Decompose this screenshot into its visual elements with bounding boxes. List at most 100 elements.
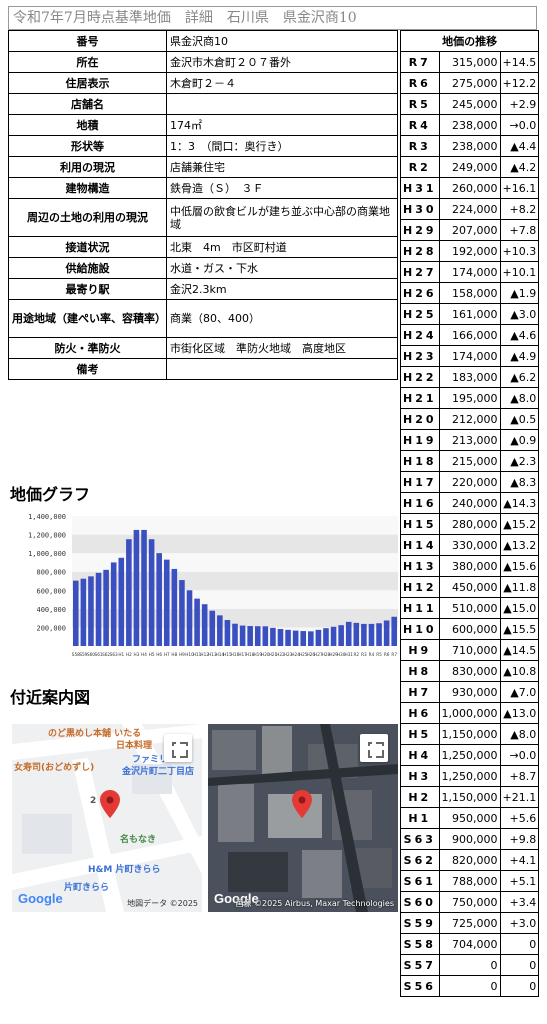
history-change: +16.1 <box>499 177 540 199</box>
street-map[interactable]: のど黒めし本舗 いたる 日本料理 女寿司(おどめずし) ファミリー 金沢片町二丁… <box>12 724 202 912</box>
history-change: 0 <box>499 933 540 955</box>
x-tick-label: R3 <box>361 652 367 657</box>
history-price: 224,000 <box>438 198 501 220</box>
detail-row: 供給施設 水道・ガス・下水 <box>8 257 398 279</box>
history-row: H23 174,000 ▲4.9 <box>400 345 540 367</box>
history-price: 750,000 <box>438 891 501 913</box>
history-row: H21 195,000 ▲8.0 <box>400 387 540 409</box>
x-tick-label: H18 <box>246 652 255 657</box>
history-price: 158,000 <box>438 282 501 304</box>
x-tick-label: R4 <box>369 652 375 657</box>
history-price: 450,000 <box>438 576 501 598</box>
chart-bar <box>73 580 79 646</box>
history-price: 195,000 <box>438 387 501 409</box>
history-row: H7 930,000 ▲7.0 <box>400 681 540 703</box>
chart-bar <box>103 569 109 646</box>
history-era: H18 <box>400 450 440 472</box>
history-era: S60 <box>400 891 440 913</box>
history-row: H3 1,250,000 +8.7 <box>400 765 540 787</box>
history-row: H2 1,150,000 +21.1 <box>400 786 540 808</box>
detail-row: 最寄り駅 金沢2.3km <box>8 278 398 300</box>
detail-value: 中低層の飲食ビルが建ち並ぶ中心部の商業地域 <box>166 198 398 237</box>
history-row: H12 450,000 ▲11.8 <box>400 576 540 598</box>
history-era: S57 <box>400 954 440 976</box>
history-change: ▲15.6 <box>499 555 540 577</box>
history-price: 213,000 <box>438 429 501 451</box>
page-title: 令和7年7月時点基準地価 詳細 石川県 県金沢商10 <box>8 6 537 30</box>
detail-value: 店舗兼住宅 <box>166 156 398 178</box>
detail-row: 番号 県金沢商10 <box>8 30 398 52</box>
history-price: 207,000 <box>438 219 501 241</box>
x-tick-label: H11 <box>193 652 202 657</box>
history-price: 249,000 <box>438 156 501 178</box>
history-change: +12.2 <box>499 72 540 94</box>
history-price: 212,000 <box>438 408 501 430</box>
history-era: H15 <box>400 513 440 535</box>
history-row: H17 220,000 ▲8.3 <box>400 471 540 493</box>
x-tick-label: S61 <box>95 652 103 657</box>
graph-heading: 地価グラフ <box>10 485 91 504</box>
y-tick-label: 400,000 <box>36 606 66 614</box>
chart-bar <box>391 616 397 646</box>
chart-bar <box>95 572 102 646</box>
fullscreen-icon[interactable] <box>164 734 192 762</box>
chart-bar <box>186 590 193 646</box>
map-label-shop: のど黒めし本舗 いたる <box>48 729 142 739</box>
history-era: H4 <box>400 744 440 766</box>
x-tick-label: H24 <box>291 652 300 657</box>
chart-bar <box>292 630 299 646</box>
history-era: R5 <box>400 93 440 115</box>
x-tick-label: H8 <box>171 652 177 657</box>
x-tick-label: H4 <box>141 652 147 657</box>
price-history-table: 地価の推移 R7 315,000 +14.5 R6 275,000 +12.2 R5 245,… <box>399 30 540 997</box>
history-row: R4 238,000 →0.0 <box>400 114 540 136</box>
history-change: ▲3.0 <box>499 303 540 325</box>
x-tick-label: H16 <box>231 652 240 657</box>
history-price: 600,000 <box>438 618 501 640</box>
detail-value: 北東 4m 市区町村道 <box>166 236 398 258</box>
detail-row: 形状等 1：3 （間口：奥行き） <box>8 135 398 157</box>
history-row: H11 510,000 ▲15.0 <box>400 597 540 619</box>
street-map-roads <box>12 724 202 912</box>
history-row: R7 315,000 +14.5 <box>400 51 540 73</box>
history-era: H26 <box>400 282 440 304</box>
satellite-fullscreen-icon[interactable] <box>360 734 388 762</box>
history-era: H1 <box>400 807 440 829</box>
history-change: +2.9 <box>499 93 540 115</box>
chart-bar <box>361 623 367 646</box>
history-price: 820,000 <box>438 849 501 871</box>
chart-bar <box>308 631 314 646</box>
chart-bar <box>224 620 231 646</box>
chart-bar <box>110 562 117 646</box>
chart-bar <box>194 598 200 646</box>
history-row: H5 1,150,000 ▲8.0 <box>400 723 540 745</box>
history-change: +7.8 <box>499 219 540 241</box>
location-pin-icon[interactable] <box>100 790 120 818</box>
history-change: +4.1 <box>499 849 540 871</box>
detail-label: 接道状況 <box>8 236 167 258</box>
history-row: H27 174,000 +10.1 <box>400 261 540 283</box>
history-price: 275,000 <box>438 72 501 94</box>
x-tick-label: H26 <box>307 652 316 657</box>
x-tick-label: H29 <box>329 652 338 657</box>
x-tick-label: R5 <box>376 652 382 657</box>
history-row: S60 750,000 +3.4 <box>400 891 540 913</box>
x-tick-label: H30 <box>337 652 346 657</box>
map-label-family: ファミリー <box>132 755 178 765</box>
chart-bar <box>270 627 276 646</box>
history-price: 260,000 <box>438 177 501 199</box>
x-tick-label: H6 <box>156 652 162 657</box>
x-tick-label: H19 <box>254 652 263 657</box>
history-price: 220,000 <box>438 471 501 493</box>
history-era: H9 <box>400 639 440 661</box>
history-era: S61 <box>400 870 440 892</box>
history-change: +10.3 <box>499 240 540 262</box>
chart-bar <box>247 626 253 646</box>
x-tick-label: H12 <box>200 652 209 657</box>
satellite-location-pin-icon[interactable] <box>292 790 312 818</box>
satellite-map[interactable]: Google 画像 ©2025 Airbus, Maxar Technologi… <box>208 724 398 912</box>
x-tick-label: S62 <box>102 652 110 657</box>
chart-bar <box>179 580 185 646</box>
history-era: H24 <box>400 324 440 346</box>
detail-value: 1：3 （間口：奥行き） <box>166 135 398 157</box>
